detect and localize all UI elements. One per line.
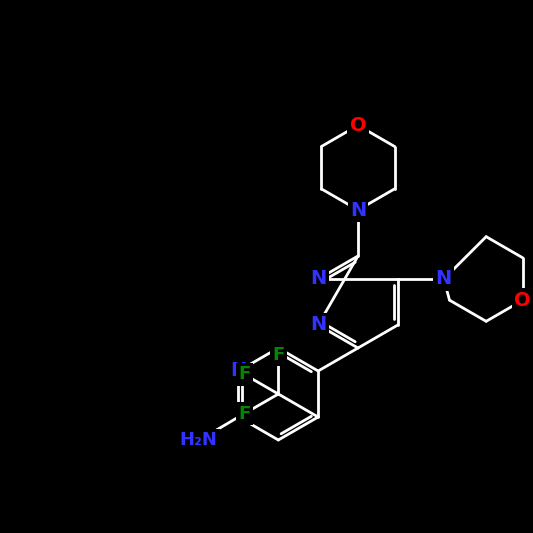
Text: H₂N: H₂N	[180, 431, 217, 449]
Text: F: F	[238, 405, 251, 423]
Text: F: F	[272, 346, 285, 364]
Text: N: N	[350, 200, 366, 220]
Text: O: O	[350, 116, 366, 135]
Text: N: N	[230, 361, 247, 381]
Text: N: N	[435, 270, 452, 288]
Text: N: N	[310, 316, 326, 335]
Text: F: F	[238, 366, 251, 383]
Text: N: N	[310, 270, 326, 288]
Text: O: O	[514, 290, 531, 310]
